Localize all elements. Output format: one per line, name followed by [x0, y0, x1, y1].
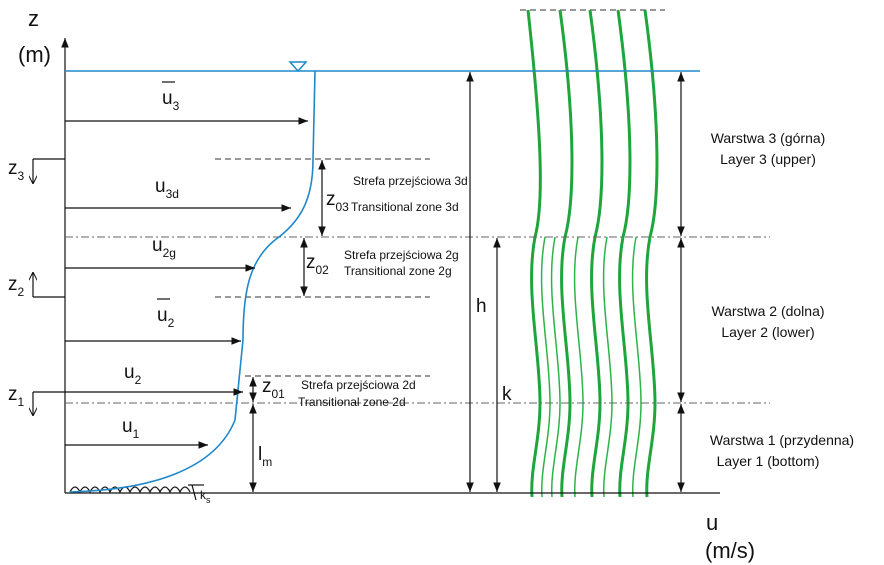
height-label: z1: [8, 384, 25, 409]
label-base: z: [8, 274, 18, 295]
layer-title: Layer 2 (lower): [721, 324, 814, 340]
z-axis-unit: (m): [18, 42, 51, 67]
u-axis-label: u: [706, 510, 718, 535]
label-sub: m: [262, 455, 272, 469]
zone-symbol: z01: [262, 376, 285, 401]
label-base: u: [162, 88, 173, 109]
dimension-label: ks: [200, 488, 211, 505]
height-marker: [33, 272, 65, 297]
label-sub: 01: [272, 387, 286, 401]
label-sub: 2g: [163, 246, 176, 260]
velocity-label: u1: [122, 416, 140, 441]
layer-subtitle: Layer 1 (bottom): [717, 453, 820, 469]
layers: Warstwa 3 (górna) Layer 3 (upper) Warstw…: [681, 72, 854, 492]
stem: [604, 237, 612, 497]
label-base: u: [152, 235, 163, 256]
stem: [542, 237, 550, 497]
height-marker: [33, 159, 65, 184]
layer-subtitle: Layer 3 (upper): [720, 151, 816, 167]
stem: [633, 237, 641, 497]
zone-title: Strefa przejściowa 2g: [344, 248, 459, 262]
velocity-label: u3: [162, 88, 180, 113]
water-level-symbol: [290, 62, 306, 71]
label-sub: 3d: [166, 187, 179, 201]
height-marker: [33, 392, 65, 416]
velocity-profile: [70, 71, 315, 492]
dimension-label: lm: [258, 444, 272, 469]
stem: [560, 10, 572, 497]
label-sub: 1: [133, 427, 140, 441]
label-sub: 03: [336, 200, 350, 214]
stem: [528, 10, 540, 497]
label-base: u: [122, 416, 133, 437]
label-base: z: [262, 376, 272, 397]
label-sub: 3: [18, 169, 25, 183]
z-axis-label: z: [28, 6, 39, 31]
u-axis-unit: (m/s): [705, 538, 755, 563]
dimensions: lm ks h k: [188, 72, 512, 505]
label-sub: 2: [168, 316, 175, 330]
zones: z03 Strefa przejściowa 3d Transitional z…: [253, 160, 468, 409]
dimension-label: k: [502, 384, 512, 405]
velocity-label: u3d: [155, 176, 179, 201]
label-base: z: [8, 384, 18, 405]
stem: [575, 237, 583, 497]
velocity-label: u2: [124, 362, 142, 387]
vegetation: [520, 10, 665, 497]
diagram: z (m) u (m/s) u3 u3d u2g u2 u2 u1 z3 z2 …: [0, 0, 884, 565]
label-sub: 1: [18, 395, 25, 409]
label-sub: 2: [18, 285, 25, 299]
label-base: z: [8, 158, 18, 179]
stem: [645, 10, 657, 497]
label-base: z: [326, 189, 336, 210]
zone-subtitle: Transitional zone 2d: [298, 395, 406, 409]
label-base: u: [155, 176, 166, 197]
stem: [590, 10, 602, 497]
zone-symbol: z02: [306, 252, 329, 277]
layer-title: Warstwa 2 (dolna): [711, 303, 824, 319]
label-base: u: [124, 362, 135, 383]
label-base: z: [306, 252, 316, 273]
layer-title: Warstwa 1 (przydenna): [710, 432, 854, 448]
zone-title: Strefa przejściowa 2d: [301, 378, 416, 392]
zone-symbol: z03: [326, 189, 349, 214]
label-sub: 3: [173, 99, 180, 113]
label-sub: s: [206, 495, 211, 505]
velocity-label: u2: [157, 305, 175, 330]
velocity-label: u2g: [152, 235, 176, 260]
zone-subtitle: Transitional zone 2g: [344, 264, 452, 278]
height-markers: z3 z2 z1: [8, 158, 65, 416]
label-sub: 02: [316, 263, 330, 277]
dimension-label: h: [476, 296, 487, 317]
label-base: u: [157, 305, 168, 326]
height-label: z2: [8, 274, 25, 299]
zone-subtitle: Transitional zone 3d: [351, 200, 459, 214]
stem: [552, 237, 560, 497]
layer-title: Warstwa 3 (górna): [711, 130, 826, 146]
zone-title: Strefa przejściowa 3d: [353, 174, 468, 188]
height-label: z3: [8, 158, 25, 183]
label-sub: 2: [135, 373, 142, 387]
stem: [618, 10, 630, 497]
